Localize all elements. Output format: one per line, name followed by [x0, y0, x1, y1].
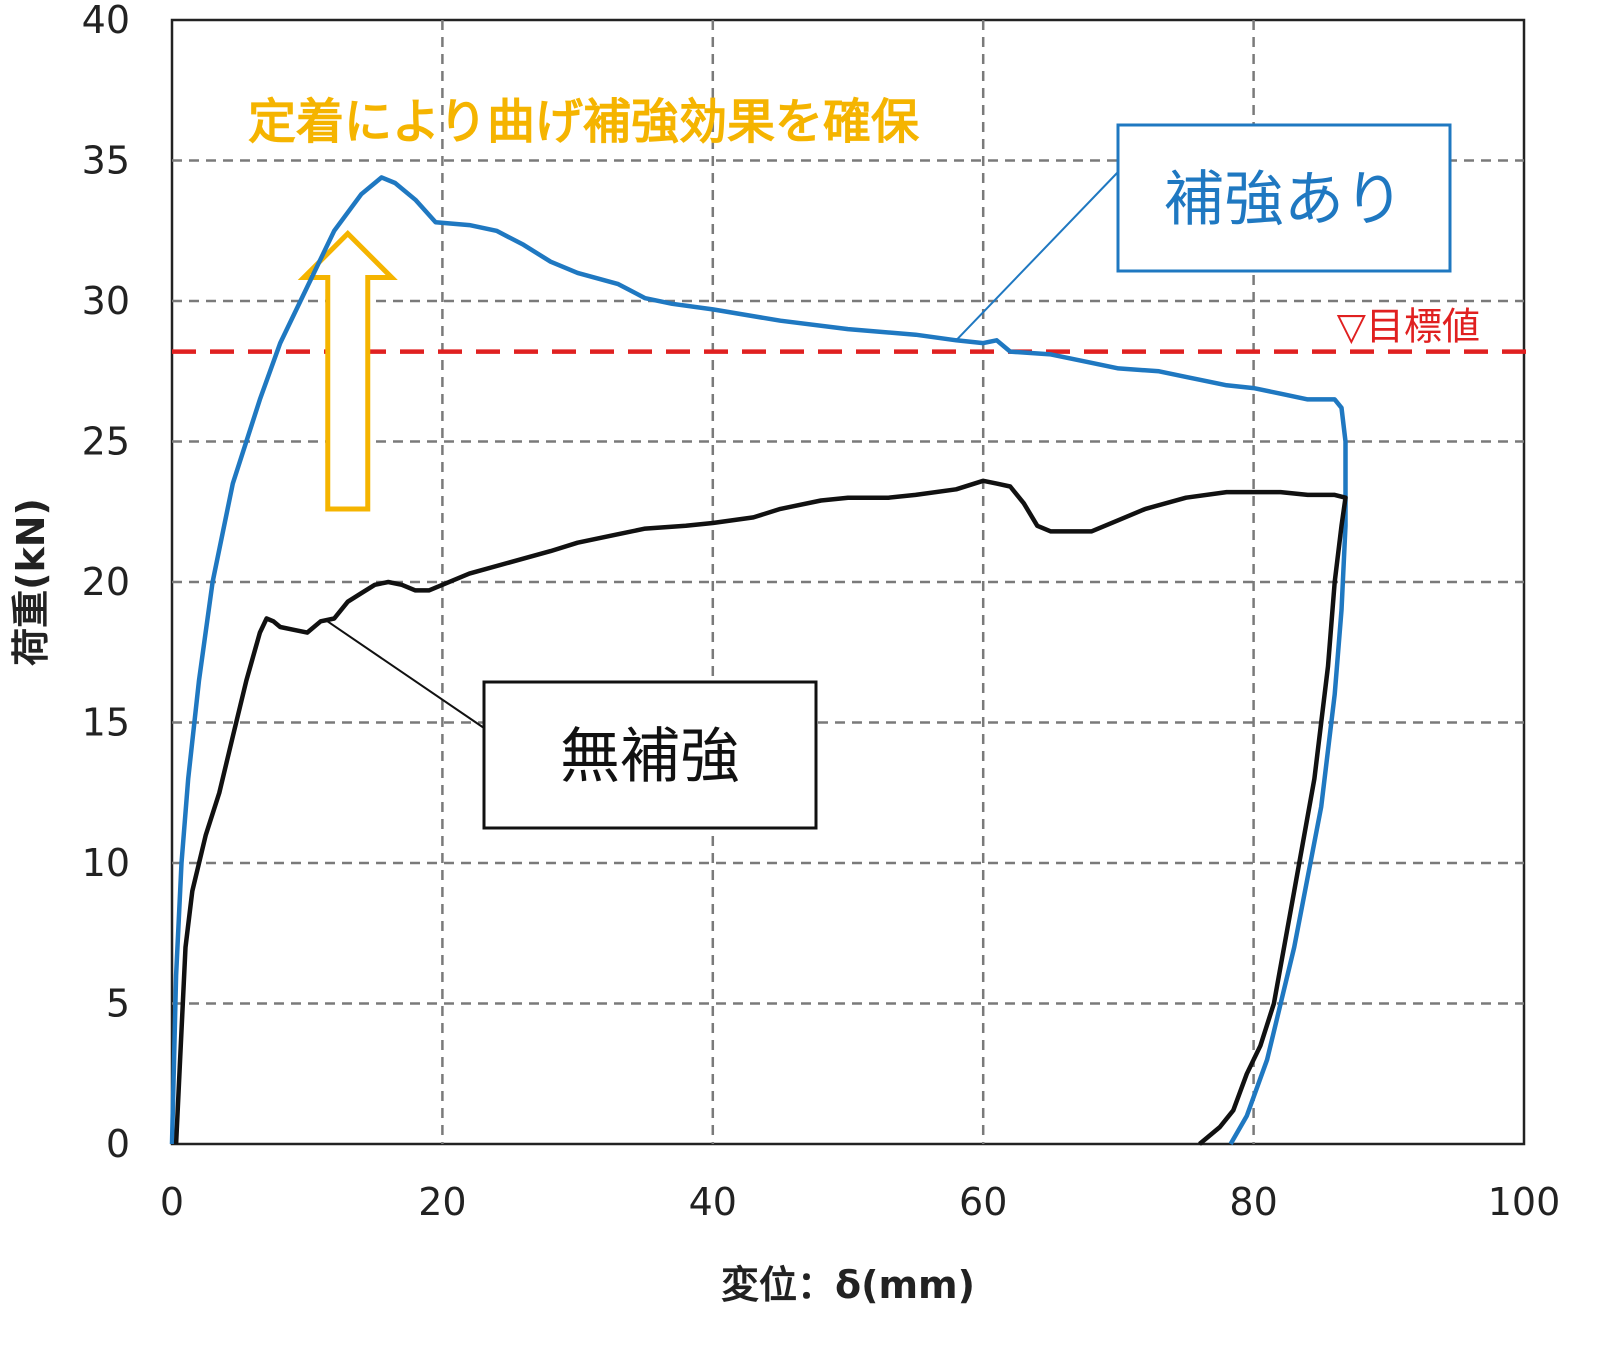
- x-tick-label: 0: [160, 1180, 184, 1224]
- target-value-label: ▽目標値: [1337, 305, 1480, 349]
- effect-annotation: 定着により曲げ補強効果を確保: [248, 94, 920, 150]
- reinforced-callout-leader: [955, 171, 1119, 342]
- x-tick-label: 80: [1229, 1180, 1277, 1224]
- y-axis-ticks: 0 5 10 15 20 25 30 35 40: [82, 0, 130, 1166]
- reinforced-callout-label: 補強あり: [1164, 165, 1404, 235]
- y-axis-title: 荷重(kN): [9, 498, 53, 666]
- reinforced-callout-box: [1116, 123, 1452, 273]
- unreinforced-callout-box: [482, 680, 818, 830]
- series-line-unreinforced: [173, 478, 1348, 1146]
- y-tick-label: 0: [106, 1122, 130, 1166]
- y-tick-label: 30: [82, 279, 130, 323]
- x-tick-label: 60: [959, 1180, 1007, 1224]
- unreinforced-callout-leader: [326, 620, 485, 729]
- x-axis-ticks: 0 20 40 60 80 100: [160, 1180, 1560, 1224]
- series-line-reinforced: [169, 175, 1348, 1146]
- x-tick-label: 20: [418, 1180, 466, 1224]
- y-tick-label: 10: [82, 841, 130, 885]
- y-tick-label: 40: [82, 0, 130, 42]
- y-tick-label: 5: [106, 982, 130, 1026]
- y-tick-label: 15: [82, 701, 130, 745]
- x-tick-label: 100: [1488, 1180, 1561, 1224]
- unreinforced-callout-label: 無補強: [560, 722, 740, 792]
- increase-arrow-icon: [297, 230, 398, 512]
- y-tick-label: 20: [82, 560, 130, 604]
- y-tick-label: 25: [82, 420, 130, 464]
- x-tick-label: 40: [689, 1180, 737, 1224]
- x-axis-title: 変位：δ(mm): [721, 1263, 975, 1307]
- y-tick-label: 35: [82, 139, 130, 183]
